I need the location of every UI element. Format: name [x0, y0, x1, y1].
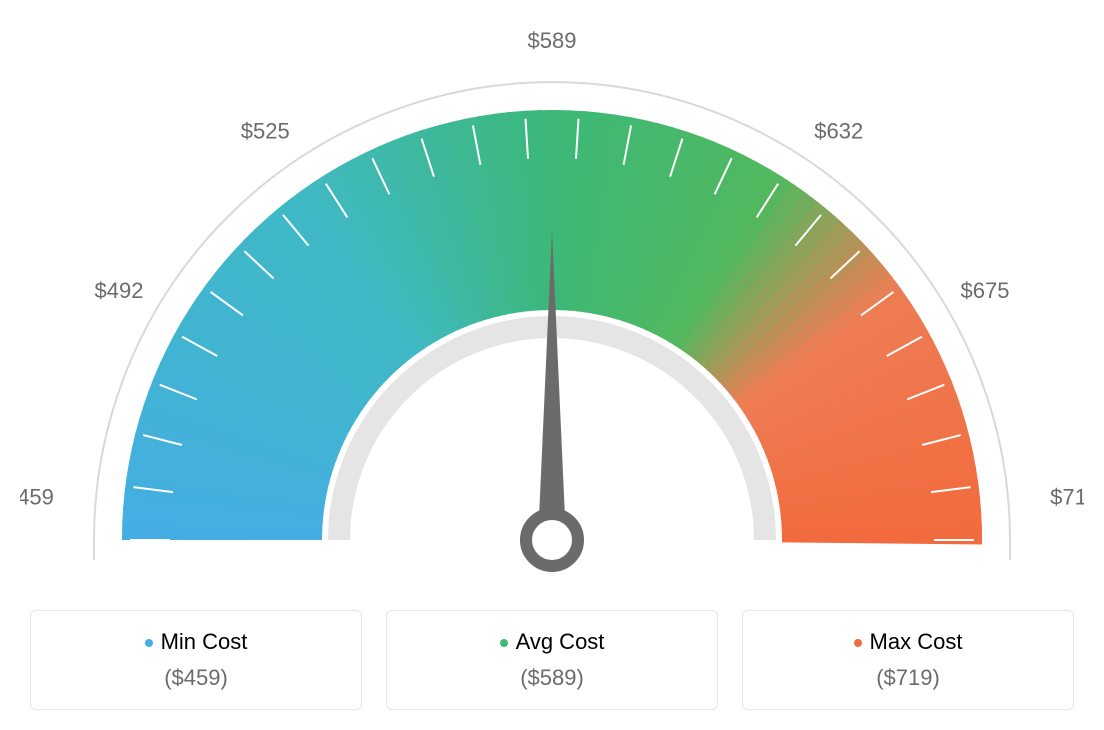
dot-icon [145, 639, 153, 647]
dot-icon [500, 639, 508, 647]
legend-max-value: ($719) [763, 665, 1053, 691]
legend-card-avg: Avg Cost ($589) [386, 610, 718, 710]
gauge-svg: $459 $492 $525 $589 $632 $675 $719 [20, 20, 1084, 580]
legend-min-label: Min Cost [161, 629, 248, 654]
legend-card-min: Min Cost ($459) [30, 610, 362, 710]
gauge-tick-label: $492 [95, 278, 144, 303]
gauge-tick-label: $675 [961, 278, 1010, 303]
legend-max-title: Max Cost [763, 629, 1053, 655]
gauge-tick-label: $459 [20, 484, 54, 509]
legend-min-title: Min Cost [51, 629, 341, 655]
gauge-tick-label: $632 [814, 118, 863, 143]
gauge-tick-label: $525 [241, 118, 290, 143]
legend-card-max: Max Cost ($719) [742, 610, 1074, 710]
gauge-tick-label: $719 [1050, 484, 1084, 509]
legend-avg-value: ($589) [407, 665, 697, 691]
legend-max-label: Max Cost [870, 629, 963, 654]
dot-icon [854, 639, 862, 647]
legend-row: Min Cost ($459) Avg Cost ($589) Max Cost… [20, 610, 1084, 710]
legend-avg-label: Avg Cost [516, 629, 605, 654]
legend-min-value: ($459) [51, 665, 341, 691]
gauge-tick-label: $589 [528, 28, 577, 53]
legend-avg-title: Avg Cost [407, 629, 697, 655]
cost-gauge-chart: $459 $492 $525 $589 $632 $675 $719 [20, 20, 1084, 590]
